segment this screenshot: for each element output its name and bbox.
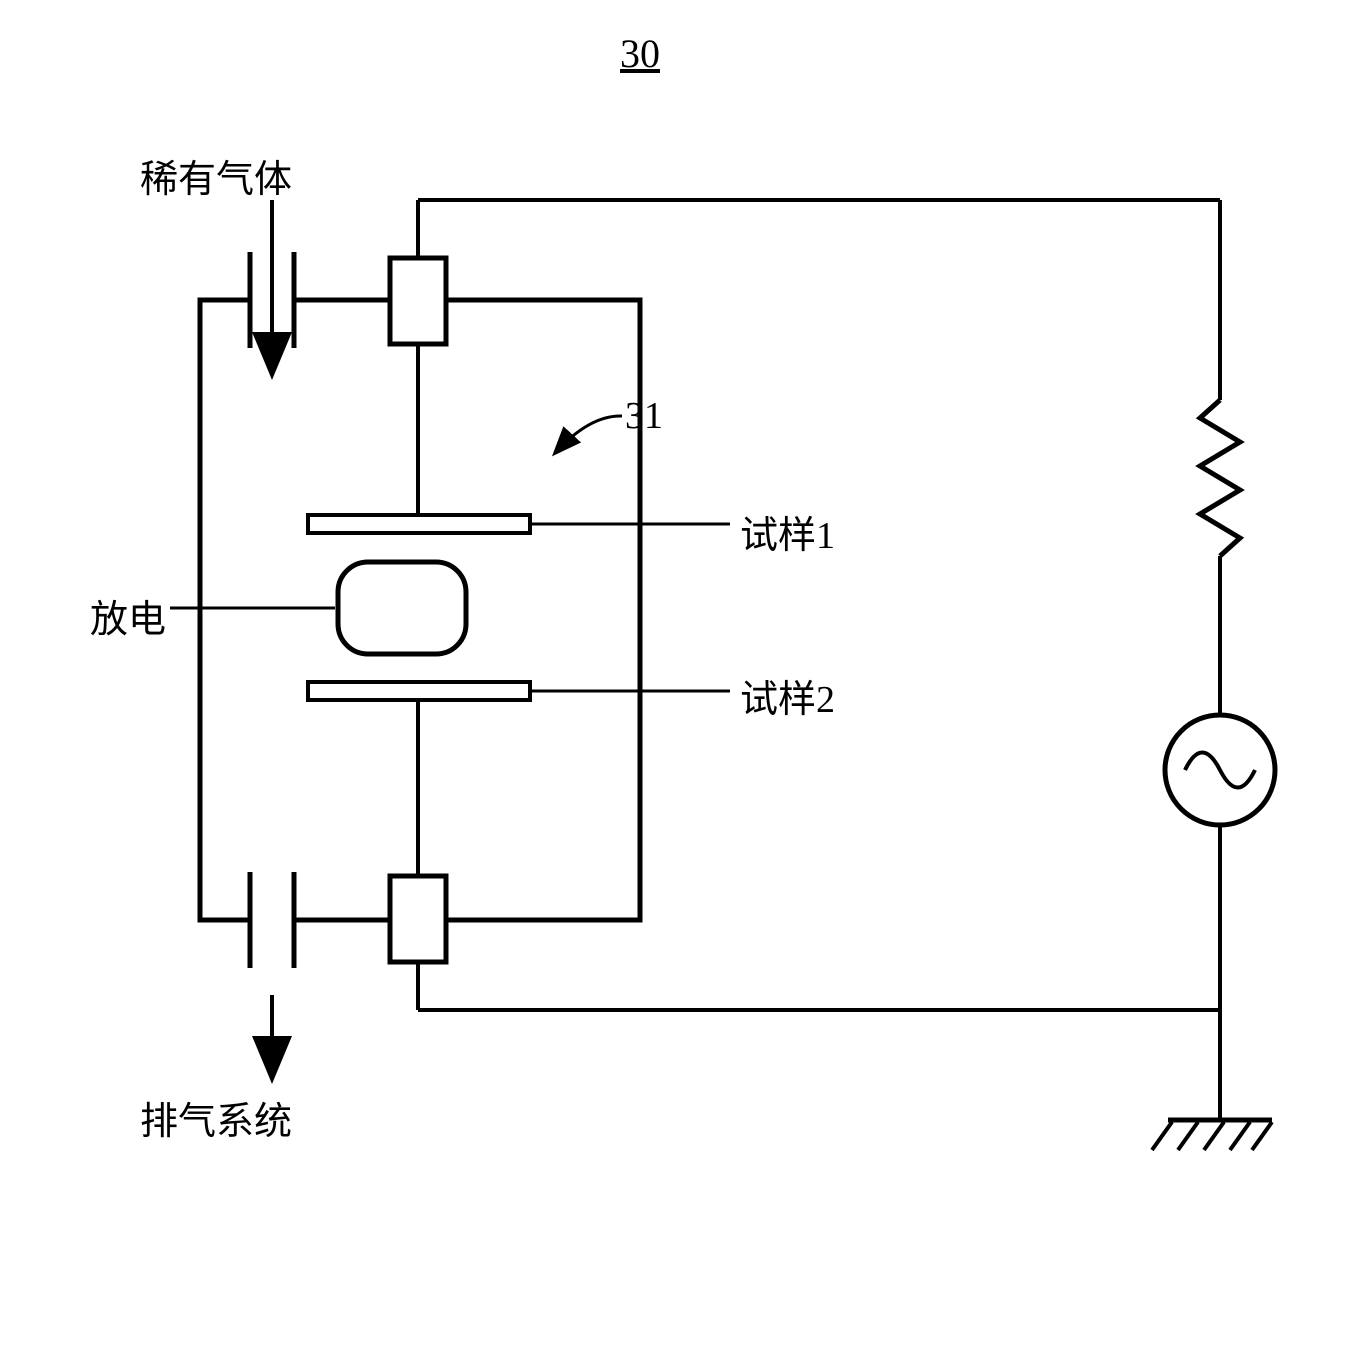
diagram-container: 30 稀有气体 排气系统 放电 试样1 试样2 31 — [0, 0, 1364, 1353]
sample1-plate — [308, 515, 530, 533]
schematic-svg — [0, 0, 1364, 1353]
ground-hatch2 — [1178, 1122, 1198, 1150]
resistor — [1200, 400, 1240, 556]
ground-hatch1 — [1152, 1122, 1172, 1150]
ground-hatch3 — [1204, 1122, 1224, 1150]
ground-hatch4 — [1230, 1122, 1250, 1150]
bottom-feedthrough — [390, 876, 446, 962]
chamber-ref-arrow — [556, 416, 622, 452]
discharge-blob — [338, 562, 466, 654]
sample2-plate — [308, 682, 530, 700]
ground-hatch5 — [1252, 1122, 1272, 1150]
top-feedthrough — [390, 258, 446, 344]
